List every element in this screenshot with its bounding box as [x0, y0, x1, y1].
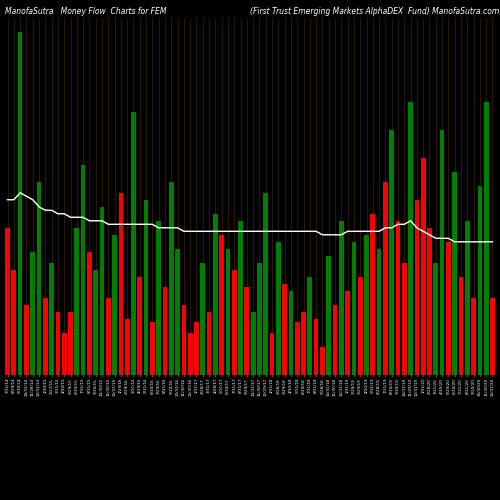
Bar [162, 288, 168, 375]
Bar [118, 192, 124, 375]
Bar [308, 277, 312, 375]
Bar [282, 284, 287, 375]
Bar [188, 333, 192, 375]
Bar [408, 102, 413, 375]
Bar [112, 235, 117, 375]
Bar [36, 182, 42, 375]
Bar [446, 242, 450, 375]
Bar [264, 192, 268, 375]
Text: ManofaSutra   Money Flow  Charts for FEM: ManofaSutra Money Flow Charts for FEM [5, 8, 166, 16]
Bar [50, 263, 54, 375]
Bar [320, 347, 325, 375]
Bar [288, 291, 294, 375]
Bar [458, 277, 464, 375]
Bar [383, 182, 388, 375]
Bar [18, 32, 22, 375]
Bar [156, 221, 161, 375]
Bar [68, 312, 73, 375]
Bar [414, 200, 420, 375]
Bar [43, 298, 48, 375]
Bar [5, 228, 10, 375]
Bar [106, 298, 110, 375]
Bar [257, 263, 262, 375]
Bar [376, 249, 382, 375]
Bar [125, 319, 130, 375]
Bar [421, 158, 426, 375]
Bar [100, 207, 104, 375]
Bar [427, 228, 432, 375]
Bar [276, 242, 280, 375]
Bar [326, 256, 331, 375]
Bar [94, 270, 98, 375]
Bar [339, 221, 344, 375]
Bar [150, 322, 154, 375]
Bar [200, 263, 205, 375]
Bar [220, 235, 224, 375]
Bar [434, 263, 438, 375]
Bar [465, 221, 469, 375]
Bar [138, 277, 142, 375]
Bar [346, 291, 350, 375]
Bar [332, 305, 338, 375]
Bar [206, 312, 212, 375]
Bar [24, 305, 29, 375]
Bar [364, 235, 369, 375]
Text: (First Trust Emerging Markets AlphaDEX  Fund) ManofaSutra.com: (First Trust Emerging Markets AlphaDEX F… [250, 8, 499, 16]
Bar [370, 214, 375, 375]
Bar [471, 298, 476, 375]
Bar [478, 186, 482, 375]
Bar [194, 322, 199, 375]
Bar [144, 200, 148, 375]
Bar [131, 112, 136, 375]
Bar [62, 333, 66, 375]
Bar [12, 270, 16, 375]
Bar [396, 221, 400, 375]
Bar [87, 252, 92, 375]
Bar [440, 130, 444, 375]
Bar [484, 102, 488, 375]
Bar [390, 130, 394, 375]
Bar [175, 249, 180, 375]
Bar [352, 242, 356, 375]
Bar [358, 277, 362, 375]
Bar [232, 270, 236, 375]
Bar [295, 322, 300, 375]
Bar [301, 312, 306, 375]
Bar [80, 164, 86, 375]
Bar [238, 221, 243, 375]
Bar [213, 214, 218, 375]
Bar [56, 312, 60, 375]
Bar [314, 319, 318, 375]
Bar [270, 333, 274, 375]
Bar [169, 182, 173, 375]
Bar [251, 312, 256, 375]
Bar [452, 172, 457, 375]
Bar [182, 305, 186, 375]
Bar [226, 249, 230, 375]
Bar [30, 252, 35, 375]
Bar [402, 263, 406, 375]
Bar [490, 298, 495, 375]
Bar [74, 228, 79, 375]
Bar [244, 288, 249, 375]
